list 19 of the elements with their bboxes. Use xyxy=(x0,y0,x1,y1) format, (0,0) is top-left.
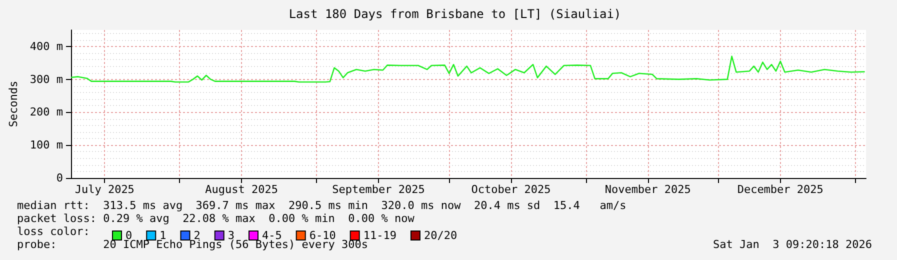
y-tick-label: 0 xyxy=(56,172,64,184)
y-axis-title: Seconds xyxy=(7,80,20,128)
y-tick-label: 300 m xyxy=(30,72,64,86)
legend-label: 20/20 xyxy=(424,229,458,242)
text: Sat Jan 3 09:20:18 2026 xyxy=(713,238,872,251)
text: loss color: xyxy=(17,225,90,238)
line-series xyxy=(70,56,865,83)
text: median rtt: 313.5 ms avg 369.7 ms max 290.5 ms min 320.0 ms now 20.4 ms sd 15.4 am/s xyxy=(17,199,626,212)
x-tick-label: October 2025 xyxy=(471,183,551,196)
y-tick-label: 200 m xyxy=(30,106,64,119)
chart-title: Last 180 Days from Brisbane to [LT] (Siauliai) xyxy=(288,7,622,21)
x-tick-label: July 2025 xyxy=(74,183,134,196)
y-tick-label: 400 m xyxy=(30,40,64,53)
x-tick-label: November 2025 xyxy=(604,183,691,196)
text: packet loss: 0.29 % avg 22.08 % max 0.00 % min 0.00 % now xyxy=(17,212,414,225)
x-tick-label: September 2025 xyxy=(332,183,425,196)
x-tick-label: December 2025 xyxy=(737,183,824,196)
y-tick-label: 100 m xyxy=(30,138,64,152)
x-tick-label: August 2025 xyxy=(205,183,278,196)
